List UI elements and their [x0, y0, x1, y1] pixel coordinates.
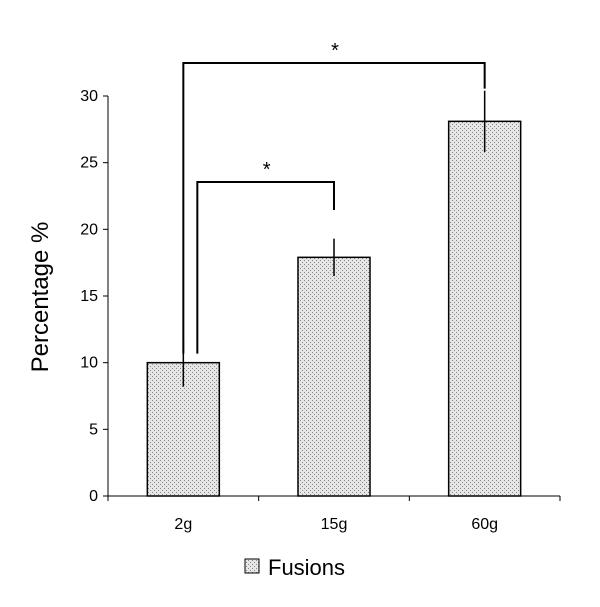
- y-tick-label: 15: [80, 288, 98, 305]
- x-tick-label: 15g: [321, 516, 348, 533]
- bar: [447, 120, 522, 497]
- y-tick-label: 10: [80, 355, 98, 372]
- x-tick-label: 2g: [174, 516, 192, 533]
- y-tick-label: 0: [89, 488, 98, 505]
- y-tick-label: 5: [89, 421, 98, 438]
- x-axis: 2g 15g 60g: [107, 495, 561, 533]
- significance-label: *: [263, 159, 271, 181]
- bar: [297, 256, 371, 497]
- significance-bracket: [196, 181, 335, 354]
- x-tick-label: 60g: [471, 516, 498, 533]
- legend: Fusions: [244, 555, 345, 580]
- y-tick-label: 25: [80, 155, 98, 172]
- significance-label: *: [331, 40, 339, 62]
- bars: [146, 90, 522, 497]
- significance-bracket: [182, 62, 486, 354]
- y-axis: 0 5 10 15 20 25 30: [80, 88, 109, 505]
- y-axis-label: Percentage %: [27, 222, 54, 373]
- y-tick-label: 20: [80, 221, 98, 238]
- significance-brackets: **: [182, 40, 486, 354]
- legend-label: Fusions: [268, 555, 345, 580]
- y-tick-label: 30: [80, 88, 98, 105]
- legend-swatch: [244, 558, 260, 574]
